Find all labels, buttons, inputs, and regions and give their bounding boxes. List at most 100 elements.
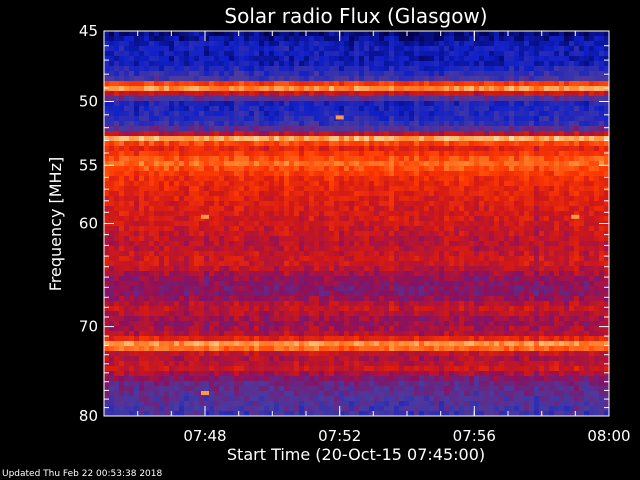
heatmap-cell — [319, 116, 325, 122]
heatmap-cell — [484, 261, 490, 267]
heatmap-cell — [504, 121, 510, 127]
heatmap-cell — [464, 106, 470, 112]
heatmap-cell — [354, 106, 360, 112]
heatmap-cell — [544, 226, 550, 232]
heatmap-cell — [164, 61, 170, 67]
heatmap-cell — [584, 101, 590, 107]
heatmap-cell — [554, 246, 560, 252]
heatmap-cell — [164, 231, 170, 237]
heatmap-cell — [444, 156, 450, 162]
heatmap-cell — [124, 166, 130, 172]
heatmap-cell — [309, 251, 315, 257]
heatmap-cell — [229, 176, 235, 182]
heatmap-cell — [449, 246, 455, 252]
heatmap-cell — [354, 96, 360, 102]
heatmap-cell — [419, 56, 425, 62]
heatmap-cell — [414, 91, 420, 97]
heatmap-cell — [449, 106, 455, 112]
heatmap-cell — [139, 206, 145, 212]
heatmap-cell — [549, 121, 555, 127]
heatmap-cell — [189, 96, 195, 102]
heatmap-cell — [264, 41, 270, 47]
heatmap-cell — [559, 61, 565, 67]
heatmap-cell — [244, 266, 250, 272]
heatmap-cell — [244, 141, 250, 147]
heatmap-cell — [514, 116, 520, 122]
heatmap-cell — [554, 106, 560, 112]
heatmap-cell — [454, 216, 460, 222]
heatmap-cell — [114, 196, 120, 202]
heatmap-cell — [529, 166, 535, 172]
heatmap-cell — [284, 51, 290, 57]
heatmap-cell — [414, 241, 420, 247]
heatmap-cell — [199, 111, 205, 117]
heatmap-cell — [129, 111, 135, 117]
heatmap-cell — [284, 271, 290, 277]
heatmap-cell — [169, 56, 175, 62]
heatmap-cell — [154, 266, 160, 272]
heatmap-cell — [179, 86, 185, 92]
heatmap-cell — [269, 141, 275, 147]
heatmap-cell — [604, 166, 610, 172]
heatmap-cell — [424, 241, 430, 247]
heatmap-cell — [499, 266, 505, 272]
heatmap-cell — [144, 81, 150, 87]
heatmap-cell — [209, 191, 215, 197]
heatmap-cell — [509, 56, 515, 62]
heatmap-cell — [299, 66, 305, 72]
heatmap-cell — [399, 271, 405, 277]
heatmap-cell — [444, 126, 450, 132]
heatmap-cell — [164, 126, 170, 132]
heatmap-cell — [384, 226, 390, 232]
heatmap-cell — [559, 156, 565, 162]
heatmap-cell — [519, 161, 525, 167]
heatmap-cell — [544, 71, 550, 77]
heatmap-cell — [194, 51, 200, 57]
heatmap-cell — [164, 186, 170, 192]
heatmap-cell — [579, 81, 585, 87]
heatmap-cell — [459, 256, 465, 262]
heatmap-cell — [264, 136, 270, 142]
heatmap-cell — [239, 51, 245, 57]
heatmap-cell — [184, 71, 190, 77]
heatmap-cell — [509, 126, 515, 132]
heatmap-cell — [139, 216, 145, 222]
heatmap-cell — [219, 146, 225, 152]
heatmap-cell — [559, 31, 565, 37]
heatmap-cell — [304, 246, 310, 252]
heatmap-cell — [279, 176, 285, 182]
heatmap-cell — [334, 166, 340, 172]
heatmap-cell — [434, 86, 440, 92]
heatmap-cell — [364, 86, 370, 92]
heatmap-cell — [324, 116, 330, 122]
heatmap-cell — [264, 251, 270, 257]
heatmap-cell — [209, 36, 215, 42]
heatmap-cell — [464, 36, 470, 42]
heatmap-cell — [484, 121, 490, 127]
heatmap-cell — [604, 56, 610, 62]
heatmap-cell — [414, 61, 420, 67]
heatmap-cell — [504, 136, 510, 142]
heatmap-cell — [159, 216, 165, 222]
heatmap-cell — [364, 46, 370, 52]
heatmap-cell — [549, 181, 555, 187]
heatmap-cell — [529, 266, 535, 272]
heatmap-cell — [129, 151, 135, 157]
heatmap-cell — [299, 121, 305, 127]
heatmap-cell — [199, 146, 205, 152]
heatmap-cell — [494, 186, 500, 192]
heatmap-cell — [314, 56, 320, 62]
heatmap-cell — [514, 221, 520, 227]
heatmap-cell — [554, 91, 560, 97]
heatmap-cell — [449, 266, 455, 272]
heatmap-cell — [469, 146, 475, 152]
heatmap-cell — [464, 161, 470, 167]
heatmap-cell — [444, 31, 450, 37]
heatmap-cell — [189, 81, 195, 87]
heatmap-cell — [349, 186, 355, 192]
heatmap-cell — [529, 196, 535, 202]
heatmap-cell — [324, 266, 330, 272]
heatmap-cell — [314, 271, 320, 277]
heatmap-cell — [119, 96, 125, 102]
heatmap-cell — [304, 216, 310, 222]
